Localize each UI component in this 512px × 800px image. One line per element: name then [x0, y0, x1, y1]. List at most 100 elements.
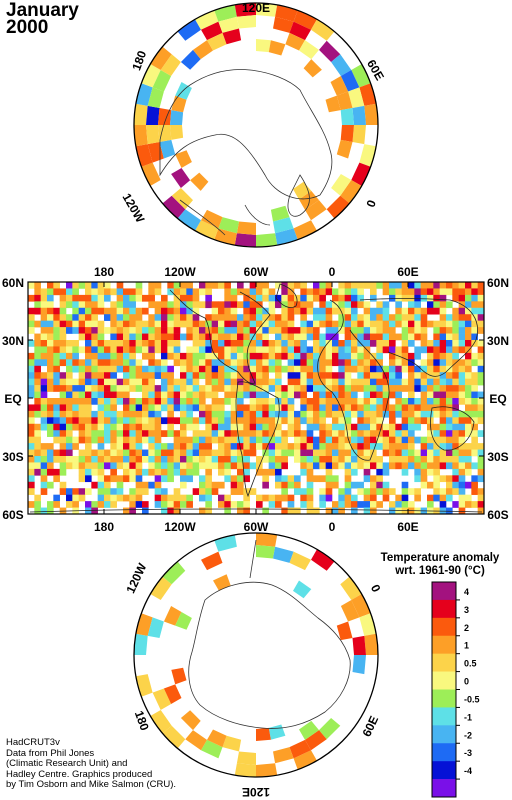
grid-cell: [116, 449, 124, 457]
grid-cell: [47, 507, 54, 514]
grid-cell: [477, 378, 484, 386]
grid-cell: [262, 372, 269, 379]
north-polar-coastlines: [159, 69, 333, 236]
grid-cell: [34, 494, 41, 502]
grid-cell: [281, 398, 288, 405]
grid-cell: [344, 501, 352, 508]
grid-cell: [237, 391, 244, 399]
grid-cell: [34, 301, 41, 309]
grid-cell: [414, 462, 421, 470]
grid-cell: [230, 398, 238, 405]
grid-cell: [458, 462, 466, 470]
grid-cell: [85, 456, 92, 463]
grid-cell: [161, 378, 168, 386]
grid-cell: [471, 359, 478, 367]
grid-cell: [256, 417, 263, 425]
grid-cell: [281, 301, 288, 309]
grid-cell: [262, 410, 269, 418]
grid-cell: [408, 417, 415, 425]
grid-cell: [262, 314, 269, 321]
grid-cell: [218, 449, 225, 457]
grid-cell: [129, 320, 136, 328]
grid-cell: [344, 488, 352, 495]
grid-cell: [59, 378, 67, 386]
grid-cell: [256, 359, 263, 367]
grid-cell: [389, 282, 396, 289]
grid-cell: [408, 359, 415, 367]
grid-cell: [300, 404, 307, 412]
polar-cell: [195, 10, 219, 30]
grid-cell: [325, 327, 333, 334]
grid-cell: [401, 417, 409, 425]
grid-cell: [148, 417, 155, 425]
grid-cell: [91, 481, 98, 489]
grid-cell: [154, 320, 162, 328]
grid-cell: [110, 391, 117, 399]
grid-cell: [325, 488, 333, 495]
grid-cell: [401, 456, 409, 463]
grid-cell: [287, 372, 295, 379]
grid-cell: [129, 340, 136, 347]
grid-cell: [420, 359, 428, 367]
grid-cell: [477, 410, 484, 418]
grid-cell: [256, 443, 263, 450]
grid-cell: [363, 462, 371, 470]
grid-cell: [180, 417, 187, 425]
grid-cell: [446, 417, 453, 425]
polar-cell: [190, 172, 209, 191]
grid-cell: [34, 346, 41, 354]
grid-cell: [59, 449, 67, 457]
grid-cell: [237, 398, 244, 405]
grid-cell: [211, 481, 219, 489]
grid-cell: [129, 333, 136, 341]
grid-cell: [458, 443, 466, 450]
grid-cell: [319, 391, 326, 399]
grid-cell: [414, 301, 421, 309]
grid-cell: [104, 352, 111, 360]
grid-cell: [186, 346, 193, 354]
grid-cell: [85, 352, 92, 360]
grid-cell: [408, 391, 415, 399]
grid-cell: [325, 475, 333, 483]
grid-cell: [382, 423, 390, 431]
grid-cell: [420, 398, 428, 405]
grid-cell: [72, 378, 79, 386]
grid-cell: [357, 385, 364, 392]
grid-cell: [135, 468, 143, 476]
grid-cell: [300, 468, 307, 476]
grid-cell: [287, 507, 295, 514]
grid-cell: [313, 320, 320, 328]
grid-cell: [287, 475, 295, 483]
grid-cell: [154, 340, 162, 347]
grid-cell: [446, 352, 453, 360]
grid-cell: [357, 423, 364, 431]
grid-cell: [452, 449, 459, 457]
grid-cell: [180, 294, 187, 302]
north-polar-outline: [133, 2, 379, 248]
grid-cell: [237, 462, 244, 470]
grid-cell: [294, 294, 301, 302]
grid-cell: [471, 385, 478, 392]
grid-cell: [91, 359, 98, 367]
grid-cell: [199, 288, 206, 296]
grid-cell: [34, 507, 41, 514]
grid-cell: [471, 372, 478, 379]
grid-cell: [351, 423, 358, 431]
grid-cell: [28, 340, 35, 347]
grid-cell: [154, 410, 162, 418]
grid-cell: [129, 378, 136, 386]
grid-cell: [97, 333, 105, 341]
grid-cell: [471, 410, 478, 418]
lat-label-left-60n: 60N: [2, 276, 24, 290]
grid-cell: [135, 378, 143, 386]
grid-cell: [110, 365, 117, 373]
grid-cell: [420, 314, 428, 321]
grid-cell: [395, 320, 402, 328]
grid-cell: [370, 462, 377, 470]
grid-cell: [300, 352, 307, 360]
grid-cell: [129, 468, 136, 476]
lon-label-top-180: 180: [94, 265, 114, 279]
grid-cell: [300, 282, 307, 289]
grid-cell: [370, 488, 377, 495]
